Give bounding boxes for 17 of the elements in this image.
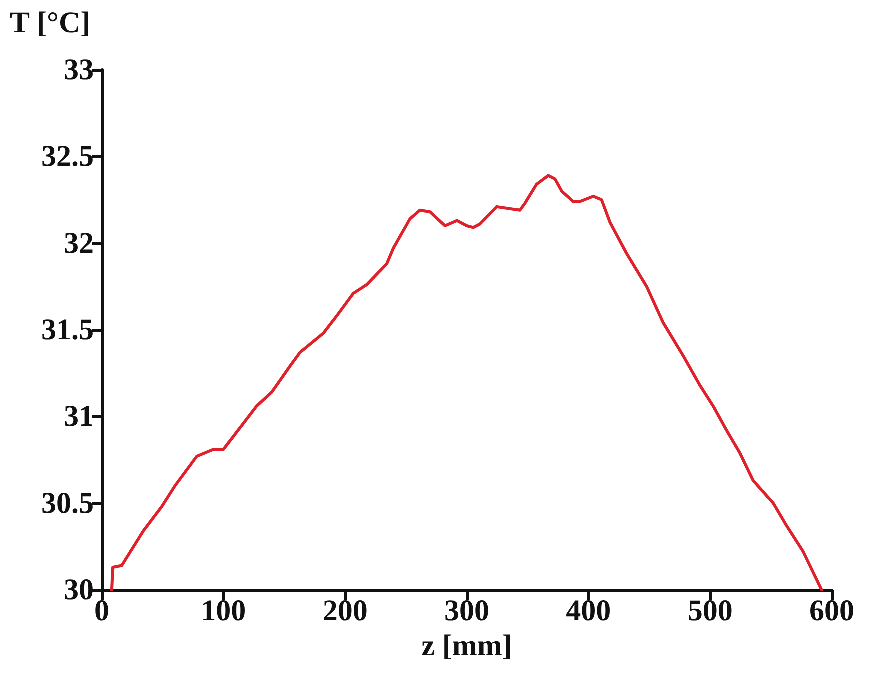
x-tick-label: 600 — [810, 594, 854, 628]
y-tick-label: 32 — [64, 226, 94, 260]
y-tick-label: 30 — [64, 574, 94, 606]
x-tick-label: 400 — [566, 594, 612, 628]
y-tick-label: 31 — [64, 400, 94, 434]
x-axis-title: z [mm] — [422, 629, 512, 662]
x-tick-label: 100 — [201, 594, 246, 628]
x-tick-label: 300 — [444, 594, 490, 628]
x-tick-label: 500 — [688, 594, 733, 628]
y-tick-label: 31.5 — [42, 314, 94, 346]
x-tick-label: 0 — [94, 594, 110, 628]
y-tick-label: 32.5 — [42, 140, 94, 174]
y-tick-label: 33 — [64, 54, 94, 86]
y-tick-label: 30.5 — [42, 486, 94, 520]
line-series — [110, 174, 824, 592]
x-tick-label: 200 — [322, 594, 368, 628]
y-axis-title: T [°C] — [10, 6, 91, 40]
